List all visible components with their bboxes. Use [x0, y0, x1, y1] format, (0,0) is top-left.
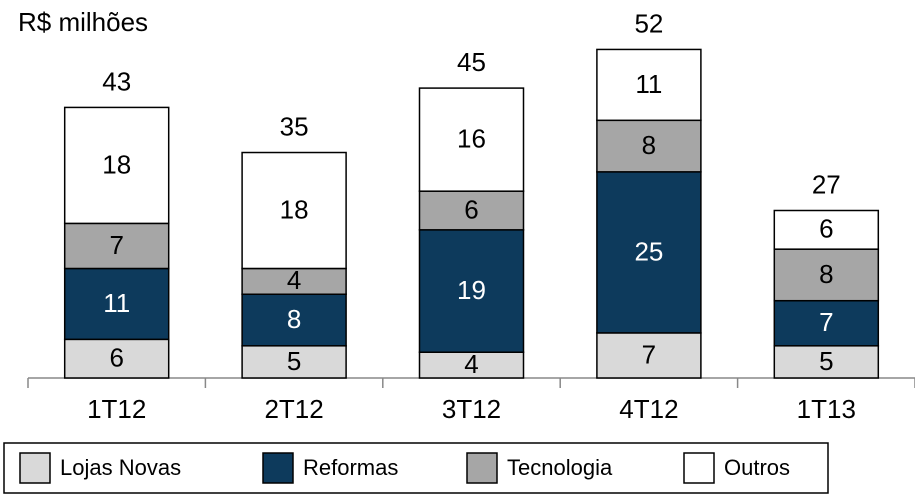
legend-swatch [683, 452, 715, 484]
x-tick-label: 3T12 [442, 394, 501, 424]
segment-label: 4 [287, 265, 301, 295]
bar-segment [596, 332, 702, 379]
segment-label: 11 [103, 288, 130, 318]
segment-label: 18 [102, 149, 131, 179]
bar-segment [63, 267, 170, 341]
segment-label: 7 [109, 230, 123, 260]
segment-label: 4 [464, 349, 478, 379]
x-tick-label: 4T12 [619, 394, 678, 424]
segment-label: 8 [819, 259, 833, 289]
bar-segment [596, 119, 702, 173]
legend-label: Outros [724, 455, 790, 480]
segment-label: 25 [634, 236, 663, 266]
total-label: 43 [102, 66, 131, 96]
total-label: 52 [634, 8, 663, 38]
segment-label: 19 [457, 275, 486, 305]
segment-label: 11 [635, 69, 662, 99]
bar-segment [773, 209, 880, 250]
segment-label: 8 [287, 304, 301, 334]
legend-label: Tecnologia [507, 455, 613, 480]
bar-segment [596, 171, 702, 334]
segment-label: 6 [109, 343, 123, 373]
legend-swatch [466, 452, 498, 484]
bar-segment [596, 48, 702, 122]
total-label: 45 [457, 47, 486, 77]
bar-segment [418, 87, 525, 192]
bar-segment [241, 267, 347, 296]
x-tick-label: 2T12 [264, 394, 323, 424]
total-label: 35 [280, 111, 309, 141]
bar-segment [63, 106, 170, 225]
segment-label: 18 [280, 194, 309, 224]
segment-label: 5 [819, 346, 833, 376]
legend-label: Reformas [303, 455, 398, 480]
legend-swatch [262, 452, 294, 484]
segment-label: 7 [819, 307, 833, 337]
x-tick-label: 1T13 [797, 394, 856, 424]
bar-segment [63, 338, 170, 379]
chart-title: R$ milhões [18, 7, 148, 37]
legend-label: Lojas Novas [60, 455, 181, 480]
bar-segment [241, 345, 347, 379]
bar-segment [63, 222, 170, 270]
x-tick-label: 1T12 [87, 394, 146, 424]
segment-label: 8 [642, 130, 656, 160]
bar-segment [241, 151, 347, 270]
bar-segment [773, 248, 880, 302]
total-label: 27 [812, 169, 841, 199]
segment-label: 7 [642, 339, 656, 369]
legend-swatch [19, 452, 51, 484]
segment-label: 6 [464, 194, 478, 224]
segment-label: 6 [819, 214, 833, 244]
segment-label: 16 [457, 124, 486, 154]
bar-segment [418, 190, 525, 231]
bar-segment [241, 293, 347, 347]
segment-label: 5 [287, 346, 301, 376]
bar-segment [418, 229, 525, 353]
